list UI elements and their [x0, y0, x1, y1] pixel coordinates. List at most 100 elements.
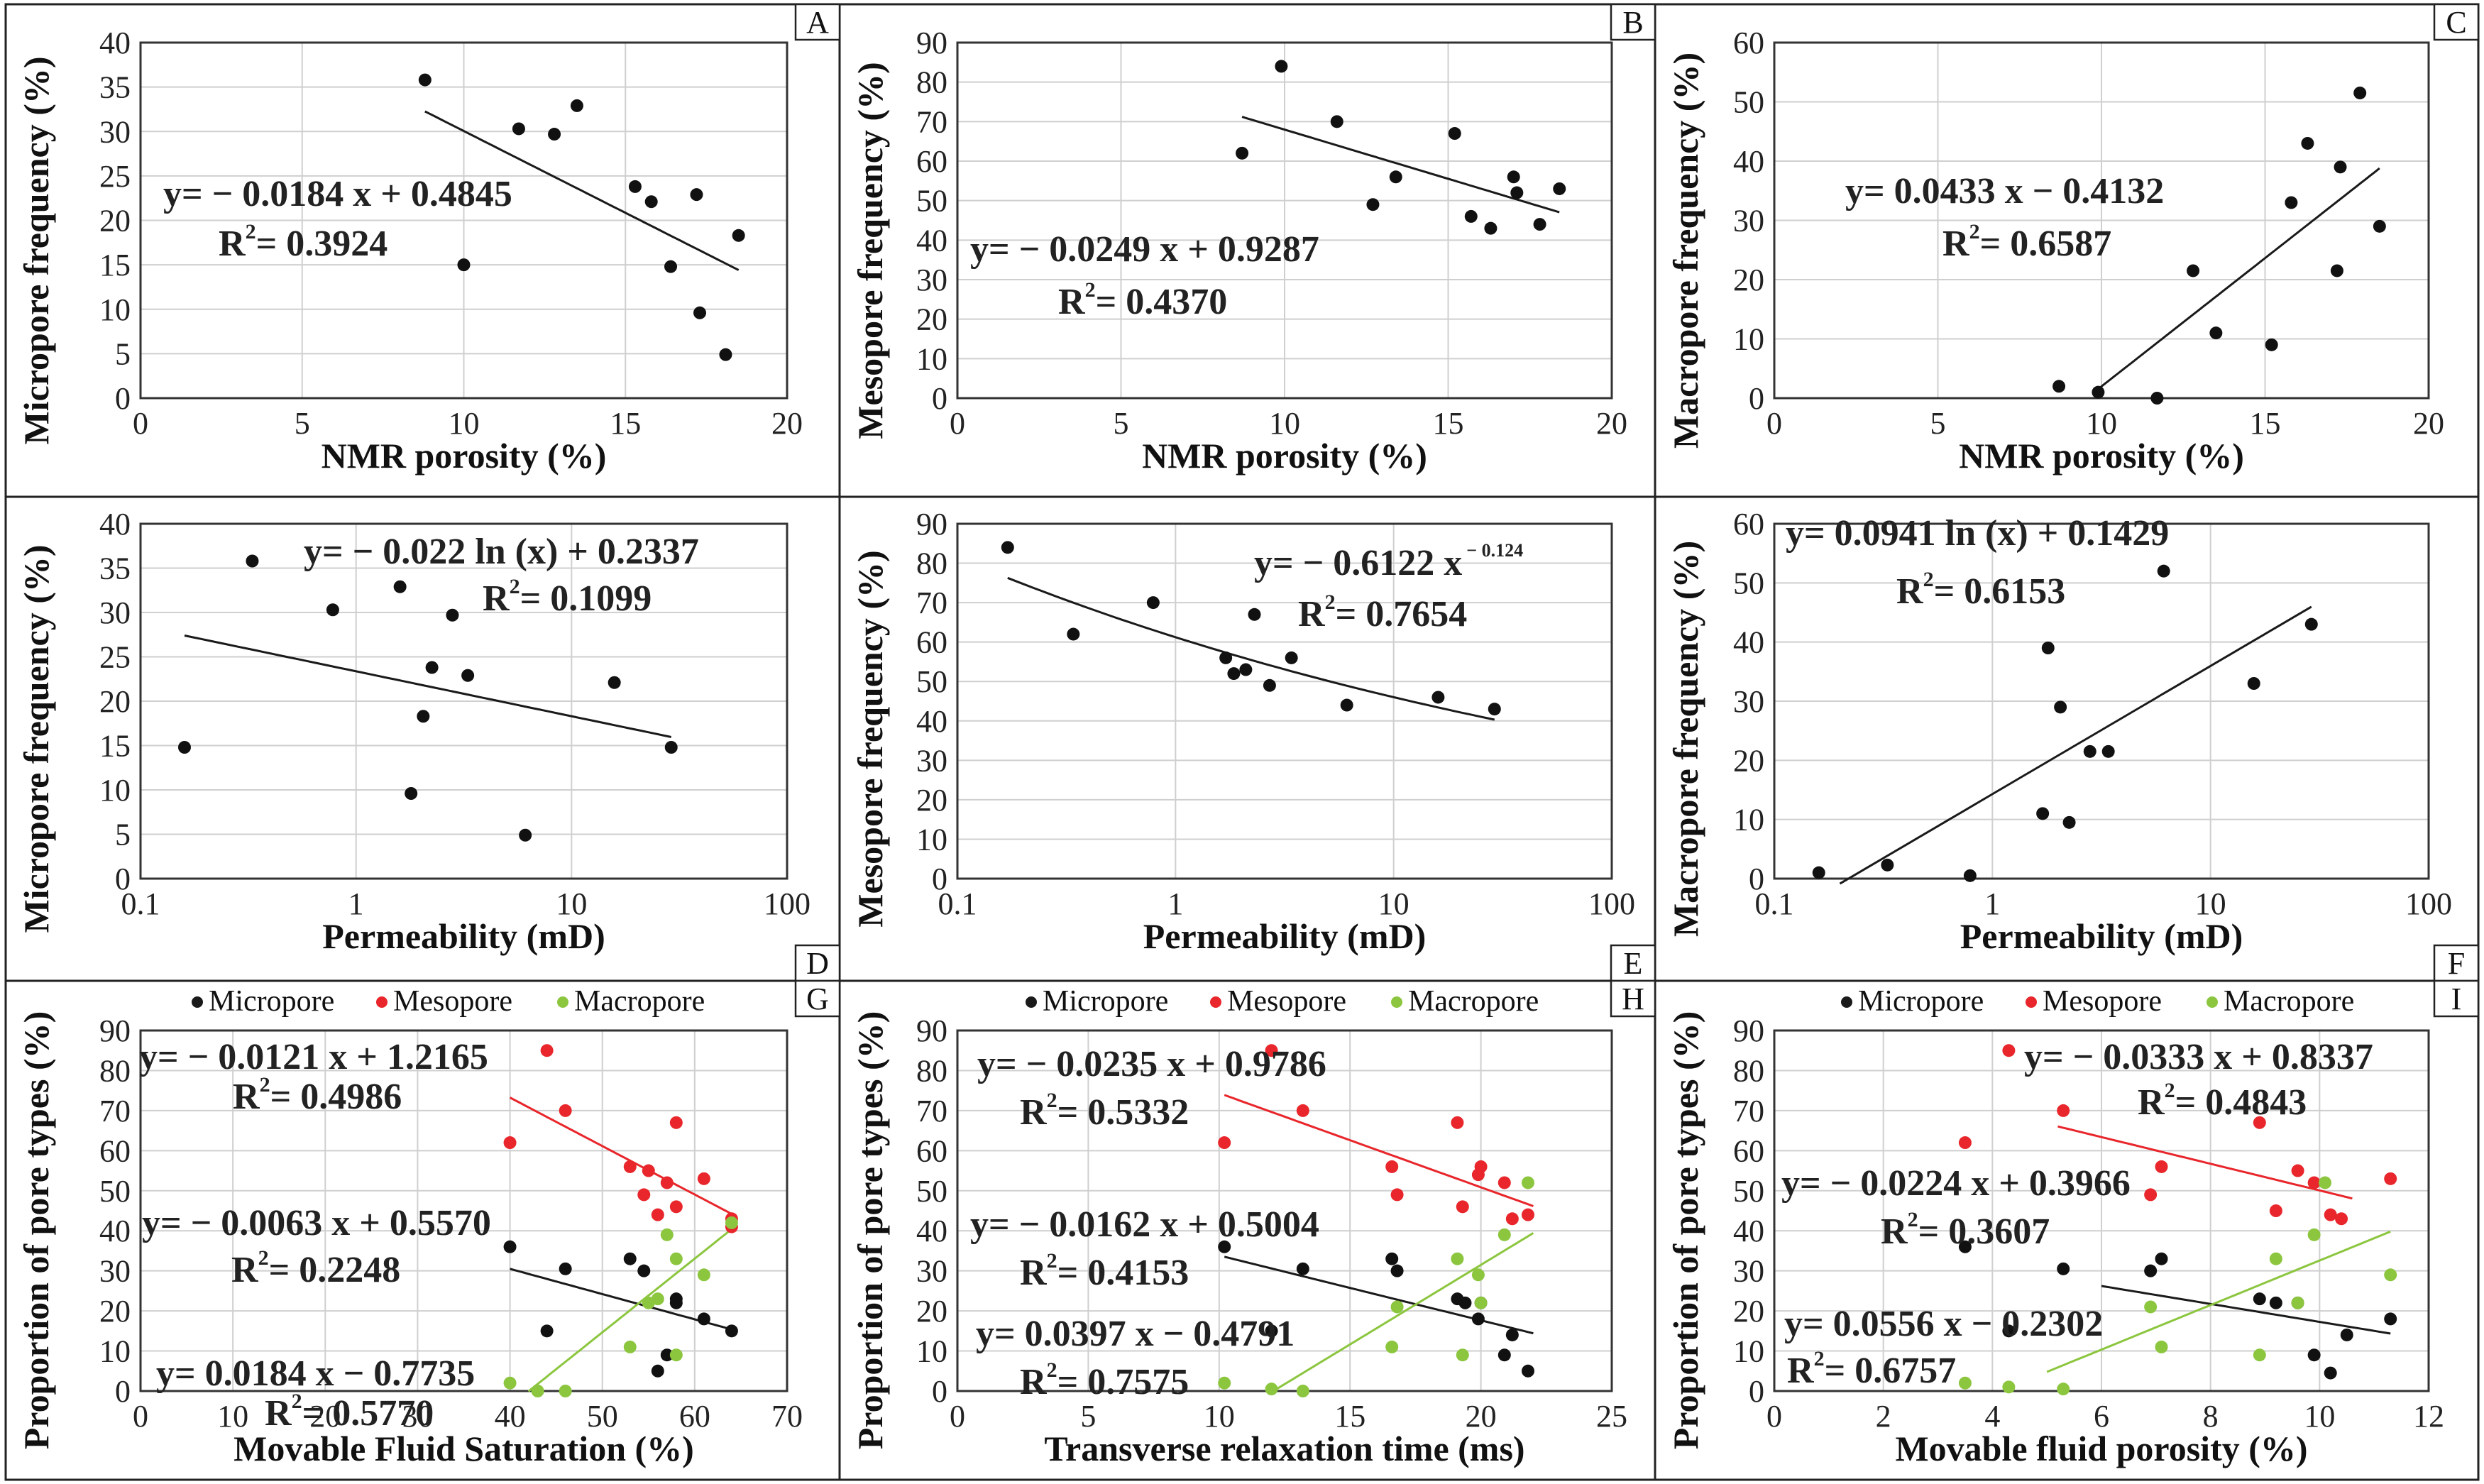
panel-label-box	[1610, 3, 1656, 41]
data-point-macropore	[2319, 1176, 2332, 1189]
r-squared-value: = 0.4843	[2175, 1082, 2307, 1123]
y-axis-title: Mesopore frequency (%)	[850, 550, 890, 927]
legend-marker-mesopore	[2026, 996, 2037, 1008]
y-tick-label: 80	[916, 546, 947, 581]
panel-label-box	[1610, 944, 1656, 982]
data-point-mesopore	[1067, 627, 1080, 641]
y-tick-label: 30	[1733, 1254, 1764, 1289]
data-point-macropore	[2307, 1228, 2321, 1241]
x-tick-label: 20	[2413, 406, 2444, 441]
data-point-micropore	[2155, 1252, 2168, 1265]
panel-label-box	[2433, 944, 2480, 982]
legend-label-mesopore: Mesopore	[1227, 985, 1346, 1018]
x-tick-label: 20	[309, 1399, 341, 1434]
trendline-micropore	[510, 1268, 732, 1331]
data-point-micropore	[177, 741, 191, 754]
y-tick-label: 40	[916, 704, 947, 739]
data-point-macropore	[503, 1376, 517, 1390]
r-squared-value: = 0.5332	[1057, 1092, 1189, 1133]
regression-equation: y= 0.0397 x − 0.4791	[976, 1314, 1295, 1354]
y-tick-label: 20	[1733, 263, 1764, 297]
y-tick-label: 10	[99, 1334, 131, 1369]
data-point-micropore	[417, 710, 430, 723]
data-point-micropore	[608, 676, 621, 689]
data-point-macropore	[2150, 392, 2164, 405]
x-axis-title: Permeability (mD)	[322, 916, 605, 956]
data-point-mesopore	[1275, 60, 1288, 73]
r-squared-value: = 0.6587	[1980, 224, 2112, 264]
x-tick-label: 10	[1378, 886, 1409, 921]
x-tick-label: 100	[1588, 886, 1635, 921]
x-tick-label: 10	[2086, 406, 2117, 441]
data-point-mesopore	[503, 1136, 517, 1150]
data-point-mesopore	[651, 1208, 664, 1221]
plot-area	[1773, 1029, 2430, 1392]
data-point-mesopore	[1001, 541, 1014, 554]
regression-equation: y= − 0.022 ln (x) + 0.2337	[304, 532, 699, 572]
data-point-mesopore	[1265, 1044, 1278, 1057]
panel-label: E	[1624, 946, 1643, 981]
regression-equation: y= 0.0184 x − 0.7735	[156, 1353, 475, 1394]
data-point-macropore	[2187, 264, 2200, 277]
y-tick-label: 40	[916, 1214, 947, 1248]
y-tick-label: 20	[99, 684, 131, 719]
plot-area	[139, 522, 788, 880]
regression-equation: y= − 0.0333 x + 0.8337	[2024, 1037, 2373, 1077]
r-squared-superscript: 2	[1047, 1249, 1057, 1273]
x-tick-label: 1	[1167, 886, 1183, 921]
data-point-macropore	[2253, 1348, 2266, 1362]
r-squared-label: R2= 0.5332	[1020, 1089, 1189, 1133]
y-tick-label: 30	[916, 263, 947, 297]
x-tick-label: 10	[1204, 1399, 1235, 1434]
x-tick-label: 15	[1433, 406, 1464, 441]
y-tick-label: 0	[115, 1374, 131, 1409]
y-tick-label: 10	[1733, 1334, 1764, 1369]
data-point-mesopore	[1507, 170, 1520, 184]
data-point-macropore	[2083, 744, 2096, 758]
data-point-micropore	[697, 1312, 710, 1326]
r-squared-superscript: 2	[1908, 1208, 1918, 1231]
panel-label-box	[2433, 3, 2480, 41]
regression-equation: y= − 0.0249 x + 0.9287	[970, 229, 1319, 270]
data-point-micropore	[326, 603, 339, 617]
panel-label: H	[1622, 982, 1644, 1016]
x-tick-label: 15	[1334, 1399, 1365, 1434]
y-tick-label: 30	[99, 595, 131, 630]
panel-e: 0 10 20 30 40 50 60 70 80 90 0.1 1 10 100 Permeability…	[850, 507, 1656, 982]
y-tick-label: 40	[1733, 144, 1764, 179]
x-axis-title: NMR porosity (%)	[1959, 436, 2244, 476]
legend-marker-micropore	[1026, 996, 1037, 1008]
data-point-micropore	[644, 195, 658, 209]
r-squared-symbol: R	[1881, 1211, 1908, 1252]
y-tick-label: 0	[932, 862, 947, 896]
data-point-macropore	[1390, 1300, 1404, 1314]
y-tick-label: 50	[1733, 85, 1764, 120]
r-squared-label: R2= 0.1099	[483, 575, 652, 619]
legend-label-micropore: Micropore	[1043, 985, 1168, 1018]
data-point-macropore	[669, 1252, 683, 1265]
trendline-macropore	[1839, 605, 2312, 885]
x-tick-label: 5	[1080, 1399, 1096, 1434]
x-tick-label: 8	[2203, 1399, 2219, 1434]
r-squared-superscript: 2	[292, 1390, 302, 1413]
data-point-macropore	[559, 1385, 572, 1397]
r-squared-symbol: R	[1020, 1092, 1048, 1133]
data-point-macropore	[725, 1216, 738, 1229]
data-point-micropore	[693, 306, 707, 319]
data-point-micropore	[540, 1324, 554, 1338]
data-point-mesopore	[2291, 1164, 2304, 1177]
data-point-macropore	[1296, 1385, 1309, 1397]
data-point-macropore	[531, 1385, 544, 1397]
trendline-mesopore	[1224, 1094, 1534, 1207]
data-point-micropore	[1497, 1348, 1511, 1362]
y-tick-label: 50	[1733, 1174, 1764, 1209]
data-point-mesopore	[1484, 221, 1497, 235]
data-point-macropore	[2373, 219, 2386, 233]
y-tick-label: 90	[916, 1013, 947, 1048]
y-tick-label: 30	[99, 114, 131, 149]
legend-label-mesopore: Mesopore	[2043, 985, 2162, 1018]
y-tick-label: 10	[99, 773, 131, 808]
panel-label: A	[806, 5, 829, 40]
data-point-micropore	[1218, 1240, 1231, 1253]
x-tick-label: 0	[1766, 1399, 1782, 1434]
